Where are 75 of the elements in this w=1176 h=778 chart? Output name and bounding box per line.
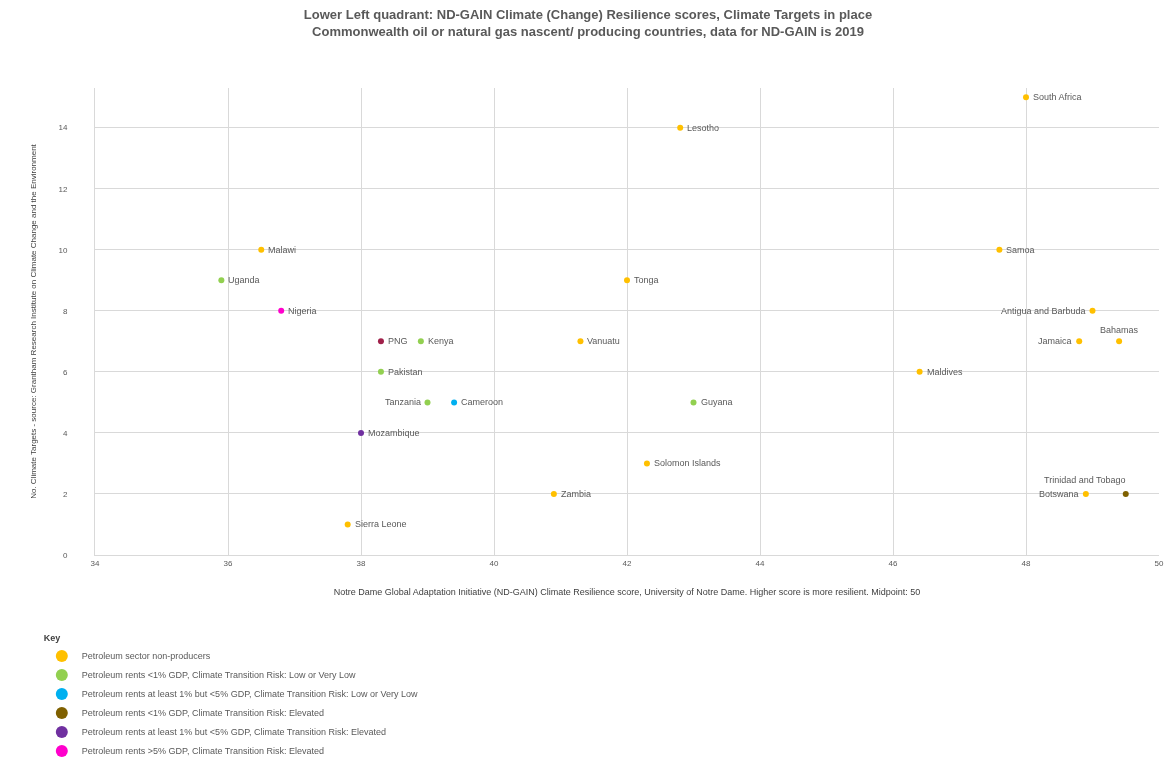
point <box>377 338 384 345</box>
x-tick-label: 50 <box>1154 558 1164 568</box>
annotation: Kenya <box>428 336 454 346</box>
y-tick-label: 6 <box>62 367 68 377</box>
annotation: Mozambique <box>368 428 420 438</box>
x-tick-label: 48 <box>1021 558 1031 568</box>
x-tick-label: 36 <box>223 558 233 568</box>
annotation: Malawi <box>268 245 297 255</box>
y-tick-label: 10 <box>58 245 68 255</box>
point <box>677 124 684 131</box>
point <box>690 399 697 406</box>
annotation: Uganda <box>228 275 260 285</box>
y-axis-title: No. Climate Targets - source: Grantham Research Institute on Climate Change and the Environment <box>29 143 39 499</box>
point <box>258 246 265 253</box>
point <box>1089 307 1096 314</box>
legend-label: Petroleum sector non-producers <box>81 651 211 662</box>
point <box>278 307 285 314</box>
annotation: South Africa <box>1033 92 1082 102</box>
y-tick-label: 2 <box>62 489 68 499</box>
legend-label: Petroleum rents at least 1% but <5% GDP, Climate Transition Risk: Low or Very Low <box>81 689 419 700</box>
chart-title: Lower Left quadrant: ND-GAIN Climate (Change) Resilience scores, Climate Targets in place Commonwealth oil or natural gas nascent/ producing countries, data for ND-GAIN is 2019 <box>303 7 873 40</box>
annotation: Trinidad and Tobago <box>1044 475 1126 485</box>
annotation: PNG <box>388 336 408 346</box>
annotation: Tanzania <box>385 397 422 407</box>
annotation: Tonga <box>634 275 659 285</box>
point <box>377 368 384 375</box>
annotation: Samoa <box>1006 245 1035 255</box>
legend-label: Petroleum rents <1% GDP, Climate Transition Risk: Elevated <box>81 708 324 719</box>
legend-label: Petroleum rents at least 1% but <5% GDP, Climate Transition Risk: Elevated <box>81 727 387 738</box>
point <box>1116 338 1123 345</box>
legend-label: Petroleum rents >5% GDP, Climate Transition Risk: Elevated <box>81 746 324 757</box>
annotation: Cameroon <box>461 397 504 407</box>
point <box>218 277 225 284</box>
annotation: Guyana <box>701 397 733 407</box>
x-axis-title: Notre Dame Global Adaptation Initiative (ND-GAIN) Climate Resilience score, University of Notre Dame. Higher score is more resilient. Midpoint: 50 <box>333 587 921 598</box>
point <box>1023 94 1029 101</box>
x-tick-label: 38 <box>356 558 366 568</box>
point <box>451 399 458 406</box>
legend-title: Key <box>43 633 61 644</box>
point <box>1076 338 1083 345</box>
x-tick-label: 42 <box>622 558 632 568</box>
x-tick-label: 40 <box>489 558 499 568</box>
point <box>358 429 364 436</box>
y-tick-label: 8 <box>62 306 68 316</box>
y-tick-label: 14 <box>58 123 68 133</box>
annotation: Solomon Islands <box>654 458 722 468</box>
y-tick-label: 0 <box>62 550 68 560</box>
x-tick-label: 44 <box>755 558 765 568</box>
point <box>424 399 431 406</box>
point <box>1122 490 1129 497</box>
annotation: Nigeria <box>288 306 317 316</box>
point <box>577 338 584 345</box>
annotation: Vanuatu <box>587 336 620 346</box>
annotation: Zambia <box>561 489 592 499</box>
annotation: Lesotho <box>687 123 720 133</box>
point <box>643 460 650 467</box>
legend-label: Petroleum rents <1% GDP, Climate Transition Risk: Low or Very Low <box>81 670 356 681</box>
x-tick-label: 46 <box>888 558 898 568</box>
y-tick-label: 12 <box>58 184 68 194</box>
y-tick-label: 4 <box>62 428 68 438</box>
annotation: Antigua and Barbuda <box>1001 306 1086 316</box>
point <box>550 490 557 497</box>
point <box>916 368 923 375</box>
annotation: Maldives <box>927 367 964 377</box>
annotation: Bahamas <box>1100 325 1139 335</box>
x-tick-label: 34 <box>90 558 100 568</box>
point <box>417 338 424 345</box>
point <box>1082 490 1089 497</box>
annotation: Jamaica <box>1038 336 1072 346</box>
annotation: Pakistan <box>388 367 423 377</box>
point <box>996 246 1003 253</box>
annotation: Botswana <box>1039 489 1079 499</box>
annotation: Sierra Leone <box>355 519 407 529</box>
point <box>624 277 630 284</box>
point <box>344 521 351 528</box>
